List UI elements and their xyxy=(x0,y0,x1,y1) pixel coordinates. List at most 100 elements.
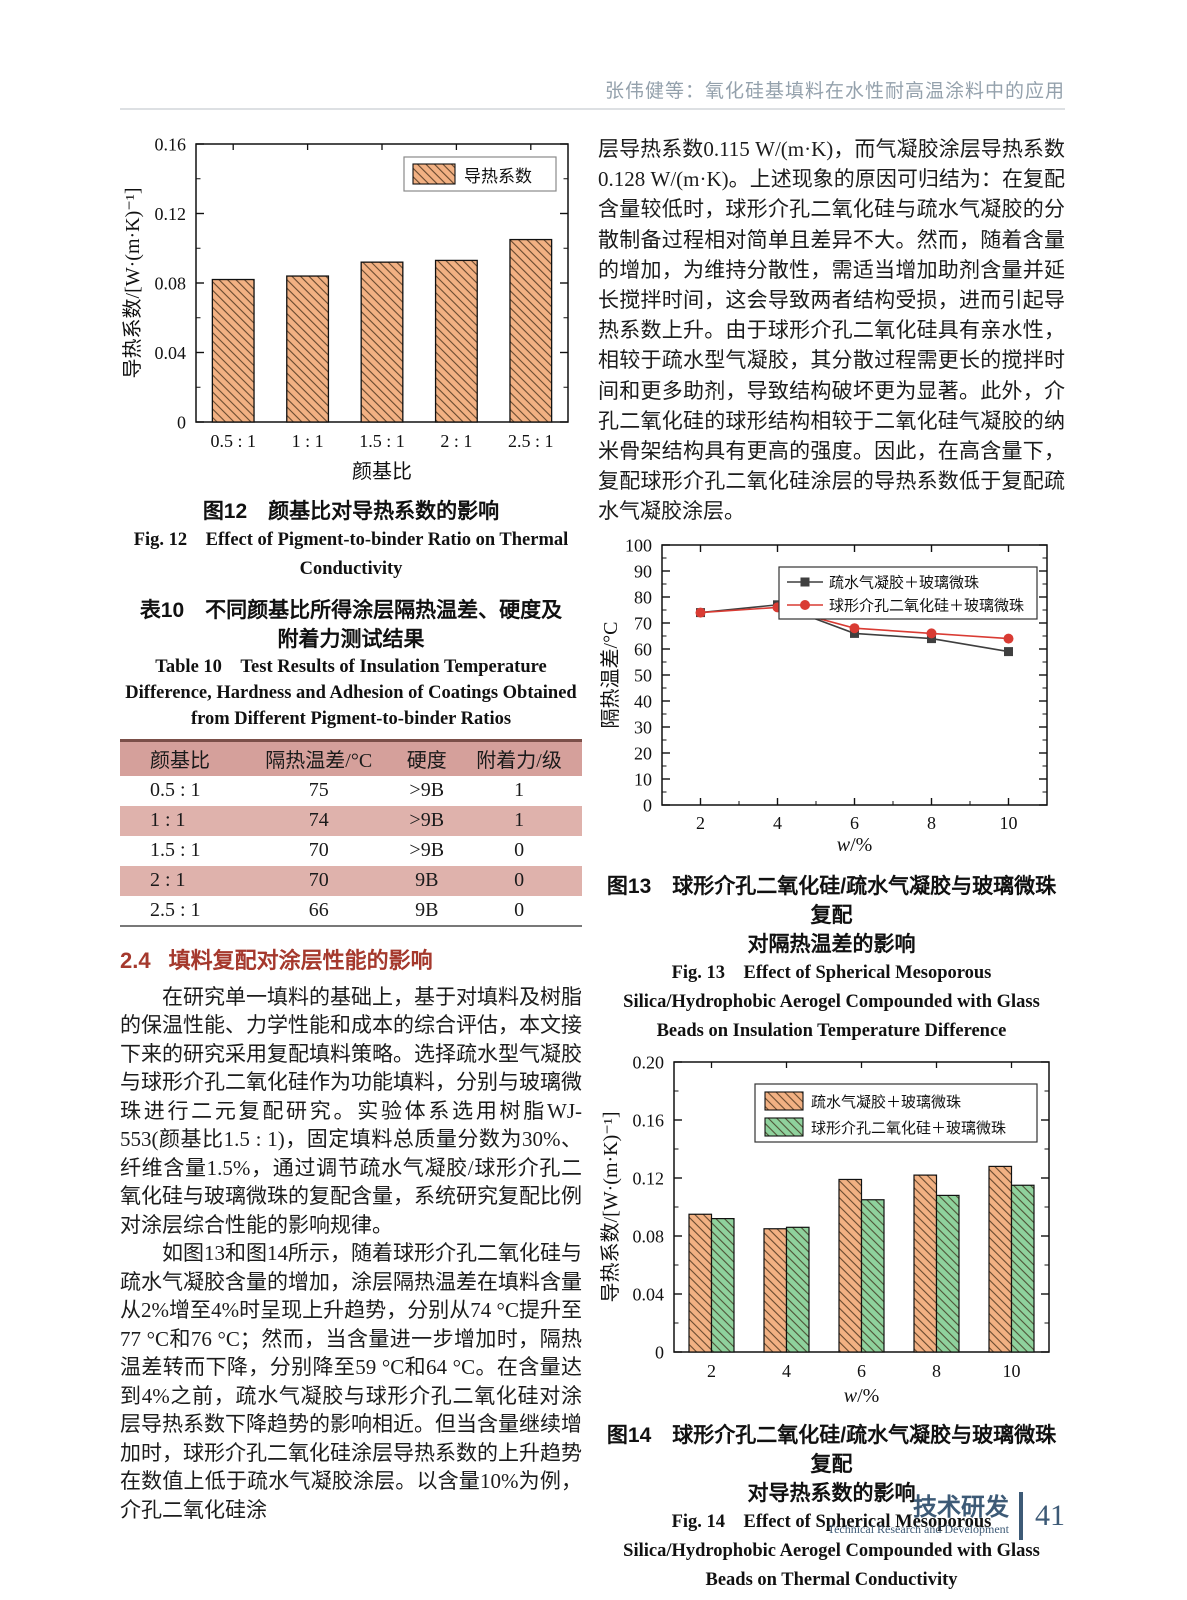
svg-text:60: 60 xyxy=(634,639,652,659)
table10-header-cell: 颜基比 xyxy=(150,750,210,773)
svg-text:0.08: 0.08 xyxy=(633,1226,665,1246)
svg-text:0.5 : 1: 0.5 : 1 xyxy=(210,431,256,451)
svg-text:球形介孔二氧化硅＋玻璃微珠: 球形介孔二氧化硅＋玻璃微珠 xyxy=(829,597,1024,614)
svg-text:2 : 1: 2 : 1 xyxy=(440,431,472,451)
svg-text:球形介孔二氧化硅＋玻璃微珠: 球形介孔二氧化硅＋玻璃微珠 xyxy=(811,1120,1006,1137)
svg-text:0.16: 0.16 xyxy=(155,135,187,155)
svg-text:导热系数: 导热系数 xyxy=(464,167,532,186)
table10-header-cell: 硬度 xyxy=(406,750,447,773)
svg-text:6: 6 xyxy=(850,813,859,833)
footer-section-en: Technical Research and Development xyxy=(827,1522,1009,1536)
svg-text:导热系数/[W·(m·K)⁻¹]: 导热系数/[W·(m·K)⁻¹] xyxy=(121,188,144,379)
svg-text:2.5 : 1: 2.5 : 1 xyxy=(508,431,554,451)
table-cell: 9B xyxy=(415,869,439,891)
table-cell: 0.5 : 1 xyxy=(150,779,201,801)
table-row: 2 : 1 70 9B 0 xyxy=(120,865,582,896)
svg-text:1 : 1: 1 : 1 xyxy=(292,431,324,451)
table-cell: 0 xyxy=(514,898,525,921)
svg-text:0.12: 0.12 xyxy=(155,204,187,224)
page-number: 41 xyxy=(1035,1499,1065,1532)
right-column: 层导热系数0.115 W/(m·K)，而气凝胶涂层导热系数0.128 W/(m·… xyxy=(598,134,1065,1595)
table-cell: >9B xyxy=(409,809,445,831)
fig14-caption-en: Fig. 14 Effect of Spherical Mesoporous S… xyxy=(623,1511,1040,1590)
svg-text:w/%: w/% xyxy=(837,834,873,856)
table-cell: 2 : 1 xyxy=(150,869,186,891)
svg-text:0.04: 0.04 xyxy=(633,1284,665,1304)
table10: 颜基比 隔热温差/°C 硬度 附着力/级 0.5 : 1 75 >9B 1 1 … xyxy=(120,739,582,927)
svg-text:0.12: 0.12 xyxy=(633,1168,665,1188)
table-cell: 0 xyxy=(514,869,525,891)
svg-text:8: 8 xyxy=(927,813,936,833)
svg-text:隔热温差/°C: 隔热温差/°C xyxy=(599,621,622,728)
table10-header-cell: 隔热温差/°C xyxy=(265,750,373,773)
svg-text:0.04: 0.04 xyxy=(155,343,187,363)
table-cell: >9B xyxy=(409,779,445,801)
svg-text:20: 20 xyxy=(634,743,652,763)
svg-text:1.5 : 1: 1.5 : 1 xyxy=(359,431,405,451)
table-cell: 9B xyxy=(415,898,439,921)
paragraph: 在研究单一填料的基础上，基于对填料及树脂的保温性能、力学性能和成本的综合评估，本… xyxy=(120,984,582,1237)
table10-caption-zh-line2: 附着力测试结果 xyxy=(277,628,425,651)
fig12-plot-area: 0 0.04 0.08 0.12 0.16 0.5 : 1 1 : 1 1.5 : 1 2 : … xyxy=(120,134,582,491)
table-cell: 0 xyxy=(514,839,525,861)
svg-text:0.16: 0.16 xyxy=(633,1110,665,1130)
svg-text:40: 40 xyxy=(634,691,652,711)
table-cell: 74 xyxy=(308,809,329,831)
svg-text:70: 70 xyxy=(634,613,652,633)
table-cell: 66 xyxy=(308,898,329,921)
svg-text:导热系数/[W·(m·K)⁻¹]: 导热系数/[W·(m·K)⁻¹] xyxy=(599,1111,622,1302)
table-row: 2.5 : 1 66 9B 0 xyxy=(120,896,582,926)
svg-text:30: 30 xyxy=(634,717,652,737)
footer: 技术研发 Technical Research and Development … xyxy=(828,1492,1065,1540)
fig14-caption-zh-line1: 图14 球形介孔二氧化硅/疏水气凝胶与玻璃微珠复配 xyxy=(606,1423,1057,1476)
svg-text:0.08: 0.08 xyxy=(155,274,187,294)
svg-text:0: 0 xyxy=(655,1342,664,1362)
table-row: 1 : 1 74 >9B 1 xyxy=(120,805,582,836)
footer-divider xyxy=(1019,1492,1023,1540)
table10-caption-zh-line1: 表10 不同颜基比所得涂层隔热温差、硬度及 xyxy=(139,599,563,622)
footer-section: 技术研发 Technical Research and Development xyxy=(828,1495,1009,1537)
fig13-caption-en: Fig. 13 Effect of Spherical Mesoporous S… xyxy=(623,962,1040,1041)
svg-text:50: 50 xyxy=(634,665,652,685)
fig14-plot-area: 0 0.04 0.08 0.12 0.16 0.20 2 4 6 8 10 疏水气凝胶＋玻璃微珠 球形介… xyxy=(598,1052,1065,1415)
svg-text:10: 10 xyxy=(634,769,652,789)
svg-text:8: 8 xyxy=(932,1361,941,1381)
table10-header-cell: 附着力/级 xyxy=(476,750,562,773)
svg-text:6: 6 xyxy=(857,1361,866,1381)
table10-header-row: 颜基比 隔热温差/°C 硬度 附着力/级 xyxy=(120,740,582,776)
svg-text:疏水气凝胶＋玻璃微珠: 疏水气凝胶＋玻璃微珠 xyxy=(829,574,979,591)
footer-section-zh: 技术研发 xyxy=(913,1494,1009,1521)
table-cell: 1 : 1 xyxy=(150,809,186,831)
svg-text:4: 4 xyxy=(773,813,782,833)
svg-text:100: 100 xyxy=(625,537,652,556)
left-column: 0 0.04 0.08 0.12 0.16 0.5 : 1 1 : 1 1.5 : 1 2 : … xyxy=(120,134,582,1524)
paragraph: 层导热系数0.115 W/(m·K)，而气凝胶涂层导热系数0.128 W/(m·… xyxy=(598,137,1065,524)
section-number: 2.4 xyxy=(120,947,151,973)
table-cell: 70 xyxy=(308,869,329,891)
svg-text:0: 0 xyxy=(643,795,652,815)
fig14-bar-chart: 0 0.04 0.08 0.12 0.16 0.20 2 4 6 8 10 疏水气凝胶＋玻璃微珠 球形介… xyxy=(598,1052,1065,1415)
svg-text:90: 90 xyxy=(634,561,652,581)
running-header: 张伟健等：氧化硅基填料在水性耐高温涂料中的应用 xyxy=(604,81,1065,102)
section-heading-2-4: 2.4 填料复配对涂层性能的影响 xyxy=(120,943,582,975)
table-row: 0.5 : 1 75 >9B 1 xyxy=(120,776,582,806)
table-cell: >9B xyxy=(409,839,445,861)
svg-text:颜基比: 颜基比 xyxy=(352,460,412,483)
svg-text:疏水气凝胶＋玻璃微珠: 疏水气凝胶＋玻璃微珠 xyxy=(811,1094,961,1111)
fig13-plot-area: 0 10 20 30 40 50 60 70 80 90 100 2 4 6 8 10 疏水气凝胶＋玻璃微珠球形… xyxy=(598,535,1065,864)
table10-caption-en: Table 10 Test Results of Insulation Temp… xyxy=(125,657,577,729)
fig14-caption-zh-line2: 对导热系数的影响 xyxy=(747,1481,916,1505)
svg-text:4: 4 xyxy=(782,1361,791,1381)
svg-text:0.20: 0.20 xyxy=(633,1054,665,1073)
table-cell: 75 xyxy=(308,779,329,801)
table-cell: 1 xyxy=(514,779,525,801)
svg-text:0: 0 xyxy=(177,413,186,433)
svg-text:10: 10 xyxy=(1003,1361,1021,1381)
svg-text:2: 2 xyxy=(696,813,705,833)
fig12-caption-zh: 图12 颜基比对导热系数的影响 xyxy=(202,500,500,523)
svg-text:80: 80 xyxy=(634,587,652,607)
table-row: 1.5 : 1 70 >9B 0 xyxy=(120,836,582,866)
fig13-caption-zh-line2: 对隔热温差的影响 xyxy=(747,932,916,956)
svg-text:10: 10 xyxy=(1000,813,1018,833)
